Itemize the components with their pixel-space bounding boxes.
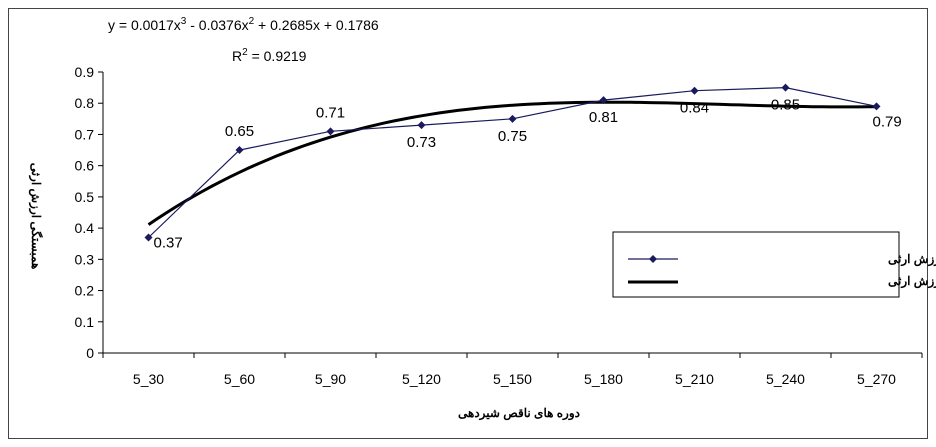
data-point-marker [326,127,335,136]
data-point-marker [599,96,608,105]
data-label: 0.79 [873,113,902,130]
y-tick-label: 0.8 [75,95,95,111]
r-squared-annotation: R2 = 0.9219 [232,47,307,64]
data-label: 0.75 [498,128,527,145]
x-tick-label: 5_30 [133,371,164,387]
data-label: 0.85 [771,97,800,114]
y-tick-label: 0 [86,345,94,361]
data-label: 0.37 [154,234,183,251]
x-tick-label: 5_240 [766,371,805,387]
y-tick-label: 0.2 [75,283,95,299]
data-point-marker [235,146,244,155]
data-point-marker [872,102,881,111]
legend-series-1-label: همبستگی ارزش ارثی [888,251,936,267]
data-label: 0.71 [316,104,345,121]
legend-box [612,231,900,298]
x-tick-label: 5_270 [857,371,896,387]
chart-frame [8,8,928,439]
x-tick-label: 5_150 [493,371,532,387]
x-axis-title: دوره های ناقص شیردهی [458,406,580,421]
y-tick-label: 0.3 [75,251,95,267]
data-label: 0.81 [589,109,618,126]
y-tick-label: 0.7 [75,126,95,142]
y-tick-label: 0.5 [75,189,95,205]
y-tick-label: 0.9 [75,64,95,80]
data-label: 0.84 [680,100,709,117]
y-tick-label: 0.1 [75,314,95,330]
y-tick-label: 0.4 [75,220,95,236]
y-axis-title: همبستگی ارزش ارثی [28,163,44,270]
x-tick-label: 5_90 [315,371,346,387]
equation-annotation: y = 0.0017x3 - 0.0376x2 + 0.2685x + 0.17… [108,16,379,33]
trendline-polynomial [147,100,877,226]
legend-series-2-label: همبستگی چند گانه ارزش ارثی [888,273,936,289]
data-point-marker [690,86,699,95]
data-point-marker [144,233,153,242]
data-label: 0.65 [225,123,254,140]
y-tick-label: 0.6 [75,158,95,174]
x-tick-label: 5_120 [402,371,441,387]
data-point-marker [781,83,790,92]
data-point-marker [508,114,517,123]
legend-series-1-marker [649,255,657,263]
data-point-marker [417,121,426,130]
x-tick-label: 5_180 [584,371,623,387]
data-label: 0.73 [407,134,436,151]
x-tick-label: 5_60 [224,371,255,387]
legend: همبستگی ارزش ارثی همبستگی چند گانه ارزش … [612,231,936,298]
x-tick-label: 5_210 [675,371,714,387]
